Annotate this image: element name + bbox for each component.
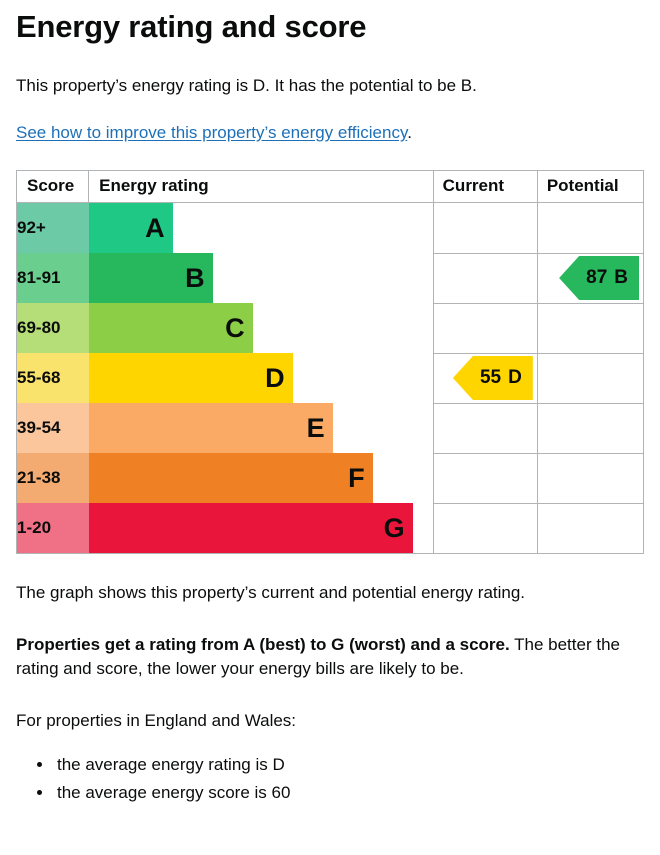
band-letter: D [265, 362, 285, 393]
potential-score-value: 87 [586, 267, 608, 288]
band-letter: F [348, 462, 365, 493]
energy-rating-bar-cell: B [88, 253, 434, 303]
page-title: Energy rating and score [16, 9, 367, 44]
energy-rating-bar-g: G [88, 503, 413, 553]
table-row: 55-68 D 55 D [15, 352, 645, 404]
band-letter: G [383, 512, 405, 543]
energy-rating-bar-cell: E [88, 403, 434, 453]
intro-paragraph: This property’s energy rating is D. It h… [16, 76, 477, 95]
score-range-cell: 39-54 [15, 403, 89, 453]
current-band-letter: D [508, 367, 522, 388]
current-score-value: 55 [479, 367, 502, 388]
region-intro-paragraph: For properties in England and Wales: [16, 711, 297, 730]
table-row: 69-80 C [15, 302, 645, 354]
potential-rating-cell [536, 352, 645, 404]
current-rating-cell [432, 502, 538, 554]
energy-rating-bar-e: E [88, 403, 333, 453]
improve-efficiency-link[interactable]: See how to improve this property’s energ… [16, 123, 408, 142]
band-letter: A [145, 212, 165, 243]
current-rating-cell [432, 252, 538, 304]
potential-rating-cell [536, 502, 645, 554]
energy-rating-bar-a: A [88, 203, 173, 253]
current-rating-cell [432, 452, 538, 504]
current-rating-cell [432, 402, 538, 454]
band-letter: E [306, 412, 325, 443]
table-row: 21-38 F [15, 452, 645, 504]
potential-rating-cell [536, 302, 645, 354]
potential-rating-marker: 87 B [559, 256, 639, 300]
band-letter: B [185, 262, 205, 293]
rating-explainer-paragraph: Properties get a rating from A (best) to… [16, 633, 644, 681]
current-rating-marker: 55 D [452, 356, 533, 400]
table-row: 92+ A [15, 202, 645, 254]
band-letter: C [225, 312, 245, 343]
energy-rating-bar-cell: G [88, 503, 434, 554]
rating-explainer-bold: Properties get a rating from A (best) to… [16, 635, 510, 654]
energy-rating-bar-f: F [88, 453, 373, 503]
potential-rating-cell [536, 202, 645, 254]
rating-explainer-rest: The better the rating and score, the low… [16, 635, 620, 678]
graph-note-paragraph: The graph shows this property’s current … [16, 583, 526, 602]
energy-rating-bar-cell: F [88, 453, 434, 503]
table-row: 81-91 B 87 B [15, 252, 645, 304]
score-range-cell: 1-20 [15, 503, 89, 554]
table-row: 39-54 E [15, 402, 645, 454]
energy-rating-bar-b: B [88, 253, 213, 303]
energy-rating-bar-cell: C [88, 303, 434, 353]
column-header-energy-rating: Energy rating [88, 170, 434, 203]
score-range-cell: 92+ [15, 202, 89, 253]
energy-rating-bar-cell: D [88, 353, 434, 403]
improve-efficiency-paragraph: See how to improve this property’s energ… [16, 121, 644, 145]
table-row: 1-20 G [15, 502, 645, 554]
energy-rating-rows: 92+ A 81-91 B 87 B 69-80 C 55-68 D 55 D 39-54 E 21-38 F… [15, 202, 645, 554]
energy-rating-table: Score Energy rating Current Potential 92… [15, 170, 645, 554]
epc-energy-rating-page: Energy rating and score This property’s … [0, 9, 660, 855]
column-header-current: Current [432, 170, 538, 203]
potential-rating-cell [536, 452, 645, 504]
energy-rating-bar-d: D [88, 353, 293, 403]
potential-band-letter: B [614, 267, 628, 288]
current-rating-cell [432, 302, 538, 354]
column-header-score: Score [15, 170, 90, 203]
current-rating-cell: 55 D [432, 352, 538, 404]
score-range-cell: 55-68 [15, 353, 89, 403]
potential-rating-cell [536, 402, 645, 454]
list-item: the average energy rating is D [54, 751, 644, 779]
link-trailing-period: . [407, 123, 412, 142]
average-figures-list: the average energy rating is Dthe averag… [16, 751, 644, 807]
table-header-row: Score Energy rating Current Potential [15, 170, 645, 203]
potential-rating-cell: 87 B [536, 252, 645, 304]
score-range-cell: 21-38 [15, 453, 89, 503]
energy-rating-bar-c: C [88, 303, 253, 353]
score-range-cell: 81-91 [15, 253, 89, 303]
energy-rating-bar-cell: A [88, 202, 434, 253]
current-rating-cell [432, 202, 538, 254]
list-item: the average energy score is 60 [54, 779, 644, 807]
score-range-cell: 69-80 [15, 303, 89, 353]
column-header-potential: Potential [536, 170, 645, 203]
